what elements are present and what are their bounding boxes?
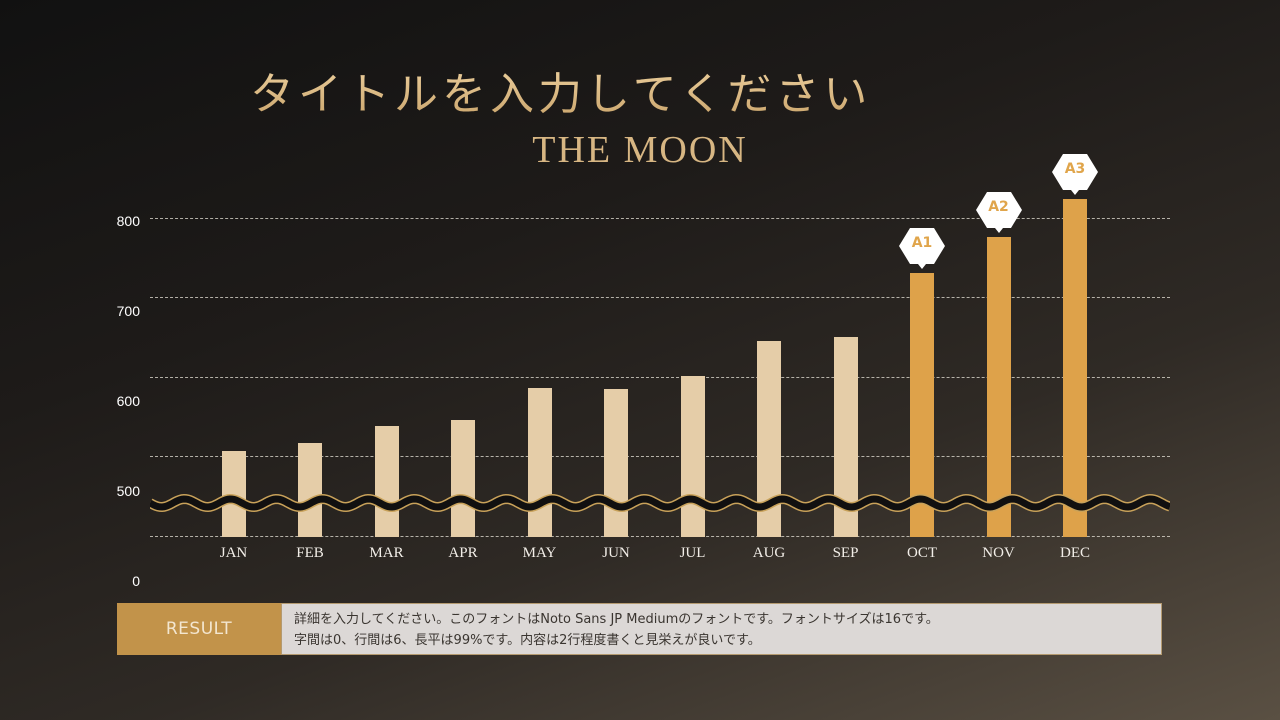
chart-title: THE MOON — [532, 129, 748, 171]
y-tick-label: 500 — [116, 483, 140, 499]
bar-feb — [298, 442, 322, 537]
hexagon-badge-icon: A2 — [975, 191, 1023, 234]
y-tick-label: 0 — [132, 573, 140, 589]
x-tick-label: FEB — [296, 545, 324, 561]
x-tick-label: DEC — [1060, 545, 1090, 561]
x-tick-label: JUL — [679, 545, 706, 561]
axis-break-wave-icon — [150, 494, 1170, 512]
gridline — [150, 218, 1170, 219]
y-tick-label: 700 — [116, 303, 140, 319]
badge-label: A1 — [911, 234, 933, 251]
hexagon-badge-icon: A1 — [898, 227, 946, 269]
bar-jul — [680, 376, 705, 537]
result-description: 詳細を入力してください。このフォントはNoto Sans JP Mediumのフ… — [281, 603, 1162, 655]
gridline — [150, 536, 1170, 537]
badge-label: A2 — [988, 199, 1009, 216]
badge-label: A3 — [1064, 160, 1086, 177]
result-line-1: 詳細を入力してください。このフォントはNoto Sans JP Mediumのフ… — [294, 612, 939, 627]
bar-mar — [374, 426, 399, 537]
x-tick-label: OCT — [907, 545, 937, 561]
x-tick-label: SEP — [832, 545, 859, 561]
result-label: RESULT — [117, 603, 281, 655]
x-tick-label: AUG — [752, 545, 786, 561]
bar-nov — [986, 237, 1011, 537]
bar-apr — [451, 419, 475, 537]
y-tick-label: 600 — [116, 393, 140, 409]
bar-may — [527, 388, 552, 537]
x-tick-label: JUN — [602, 545, 630, 561]
bar-jan — [221, 450, 246, 537]
x-tick-label: MAY — [522, 545, 557, 561]
hexagon-badge-icon: A3 — [1051, 153, 1099, 195]
page-title: タイトルを入力してください — [250, 58, 950, 122]
x-tick-label: APR — [448, 545, 478, 561]
gridline — [150, 297, 1170, 298]
gridline — [150, 377, 1170, 378]
x-tick-label: JAN — [219, 545, 248, 561]
bar-oct — [910, 272, 934, 537]
x-tick-label: MAR — [369, 545, 404, 561]
result-line-2: 字間は0、行間は6、長平は99%です。内容は2行程度書くと見栄えが良いです。 — [294, 633, 761, 648]
y-tick-label: 800 — [116, 213, 140, 229]
result-box: RESULT 詳細を入力してください。このフォントはNoto Sans JP M… — [117, 603, 1162, 655]
x-tick-label: NOV — [982, 545, 1015, 561]
bar-jun — [604, 388, 628, 537]
gridline — [150, 456, 1170, 457]
bar-dec — [1063, 198, 1087, 537]
